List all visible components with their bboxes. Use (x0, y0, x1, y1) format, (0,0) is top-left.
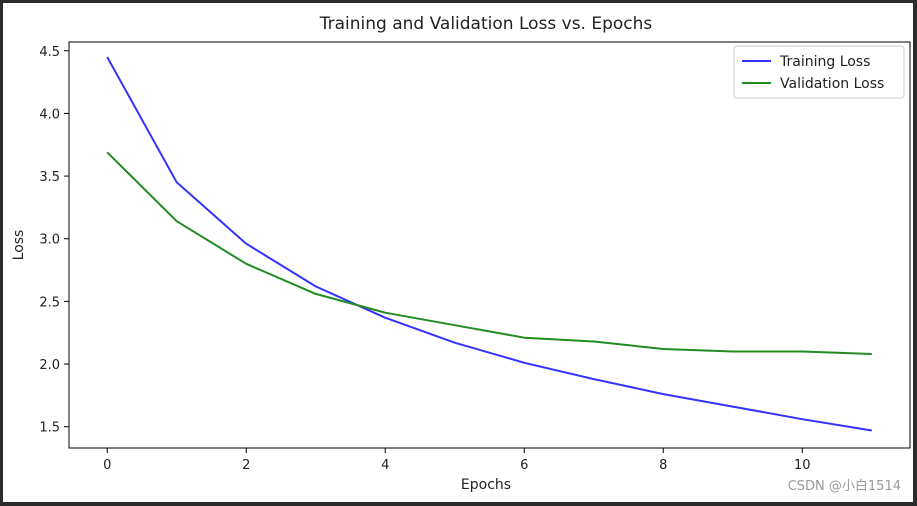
y-tick-label: 3.0 (39, 233, 60, 248)
line-chart: Training and Validation Loss vs. Epochs … (11, 14, 911, 493)
figure-frame: Training and Validation Loss vs. Epochs … (3, 3, 913, 502)
y-tick-label: 4.5 (39, 45, 60, 60)
x-axis: 0 2 4 6 8 10 (103, 448, 811, 473)
watermark: CSDN @小白1514 (787, 479, 901, 494)
x-tick-label: 4 (381, 458, 389, 473)
y-axis: 1.5 2.0 2.5 3.0 3.5 4.0 4.5 (39, 45, 69, 436)
legend-label-training: Training Loss (779, 54, 870, 70)
chart-title: Training and Validation Loss vs. Epochs (319, 14, 653, 34)
plot-area (68, 41, 911, 449)
y-tick-label: 1.5 (39, 421, 60, 436)
legend-box (733, 45, 905, 99)
series-lines (106, 56, 872, 432)
y-tick-label: 3.5 (39, 170, 60, 185)
legend: Training Loss Validation Loss (733, 45, 905, 99)
x-tick-label: 0 (103, 458, 111, 473)
x-axis-label: Epochs (461, 477, 511, 493)
x-tick-label: 2 (242, 458, 250, 473)
y-axis-label: Loss (11, 230, 27, 261)
x-tick-label: 6 (520, 458, 528, 473)
x-tick-label: 10 (794, 458, 811, 473)
legend-label-validation: Validation Loss (780, 76, 884, 92)
y-tick-label: 2.5 (39, 295, 60, 310)
x-tick-label: 8 (659, 458, 667, 473)
validation-loss-line (106, 151, 872, 355)
y-tick-label: 4.0 (39, 107, 60, 122)
y-tick-label: 2.0 (39, 358, 60, 373)
training-loss-line (106, 56, 872, 432)
